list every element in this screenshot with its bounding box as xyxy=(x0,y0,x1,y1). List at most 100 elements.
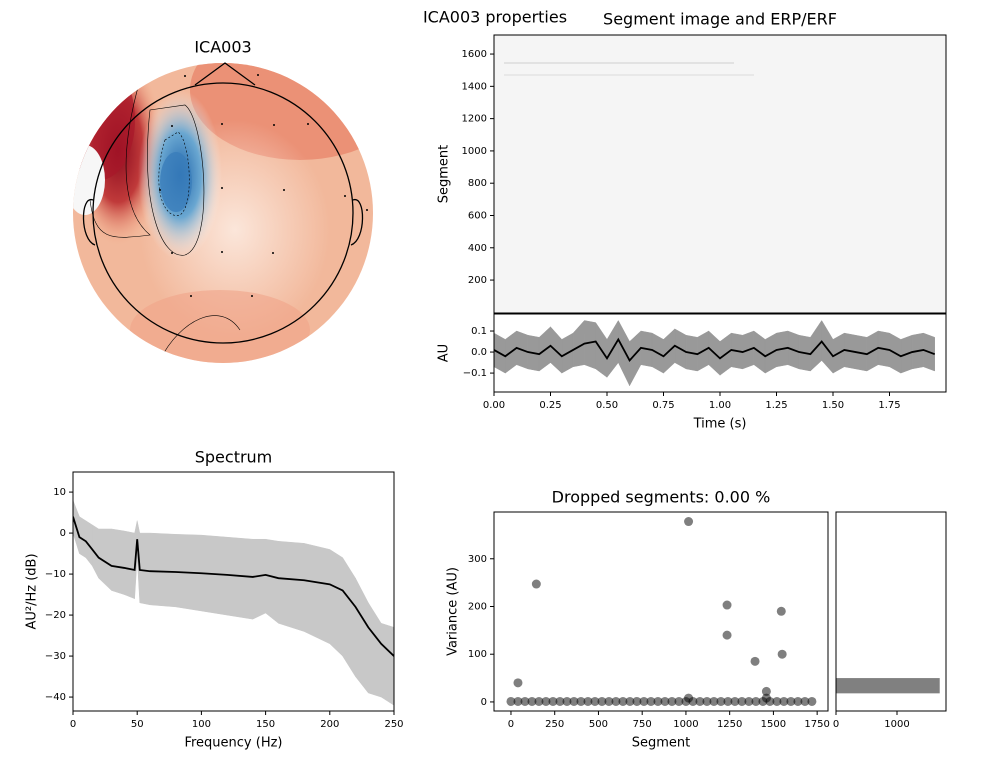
y-tick-label: −10 xyxy=(45,569,66,580)
x-tick-label: 100 xyxy=(192,719,211,730)
y-tick-label: 200 xyxy=(468,275,487,286)
y-tick-label: −0.1 xyxy=(463,368,487,379)
segment-point xyxy=(618,696,628,706)
y-tick-label: 100 xyxy=(468,649,487,660)
segment-point xyxy=(722,630,732,640)
segment-point xyxy=(646,696,656,706)
histogram-bar xyxy=(836,678,940,694)
x-axis-label: Frequency (Hz) xyxy=(184,736,282,751)
segment-point xyxy=(520,696,530,706)
band-segment xyxy=(810,319,822,372)
mean-line xyxy=(494,337,936,363)
segment-point xyxy=(527,696,537,706)
segment-point xyxy=(541,696,551,706)
x-tick-label: 50 xyxy=(131,719,144,730)
segment-point xyxy=(632,696,642,706)
y-tick-label: 0.1 xyxy=(471,326,487,337)
x-tick-label: 250 xyxy=(545,719,564,730)
segment-point xyxy=(761,693,771,703)
segment-point xyxy=(684,517,694,527)
y-tick-label: −40 xyxy=(45,692,66,703)
x-tick-label: 0 xyxy=(508,719,514,730)
axes-frame xyxy=(493,511,829,712)
segment-point xyxy=(576,696,586,706)
y-tick-label: 1000 xyxy=(462,146,487,157)
band-segment xyxy=(111,528,125,595)
x-tick-label: 0.00 xyxy=(483,400,505,411)
plot-area xyxy=(73,500,394,706)
x-axis-label: Time (s) xyxy=(693,417,747,432)
x-tick-label: 1.75 xyxy=(878,400,900,411)
segment-point xyxy=(531,579,541,589)
band-segment xyxy=(329,549,343,657)
segment-point xyxy=(569,696,579,706)
x-tick-label: 250 xyxy=(384,719,403,730)
segment-point xyxy=(667,696,677,706)
y-tick-label: 1600 xyxy=(462,49,487,60)
y-axis-label: Segment xyxy=(437,145,452,204)
y-tick-label: 300 xyxy=(468,554,487,565)
segment-point xyxy=(639,696,649,706)
axes-frame xyxy=(72,471,395,712)
y-tick-label: 400 xyxy=(468,243,487,254)
segment-point xyxy=(653,696,663,706)
x-tick-label: 0.75 xyxy=(652,400,674,411)
band-segment xyxy=(380,622,394,706)
segment-point xyxy=(604,696,614,706)
x-tick-label: 1.25 xyxy=(765,400,787,411)
segment-point xyxy=(723,696,733,706)
chart-title: ICA003 xyxy=(194,38,251,57)
plot-area xyxy=(506,517,817,706)
segment-point xyxy=(737,696,747,706)
segment-point xyxy=(684,693,694,703)
band-segment xyxy=(618,320,630,386)
band-segment xyxy=(303,543,331,645)
band-segment xyxy=(149,532,176,608)
segment-point xyxy=(555,696,565,706)
x-tick-label: 0 xyxy=(833,719,839,730)
band-segment xyxy=(355,578,369,694)
y-tick-label: 200 xyxy=(468,601,487,612)
y-tick-label: 0.0 xyxy=(471,347,487,358)
x-tick-label: 0.25 xyxy=(539,400,561,411)
x-tick-label: 0 xyxy=(70,719,76,730)
x-tick-label: 500 xyxy=(589,719,608,730)
segment-point xyxy=(761,686,771,696)
y-tick-label: 1400 xyxy=(462,81,487,92)
segment-point xyxy=(702,696,712,706)
band xyxy=(494,319,935,386)
band-segment xyxy=(265,538,279,624)
segment-point xyxy=(590,696,600,706)
y-tick-label: 1200 xyxy=(462,114,487,125)
segment-point xyxy=(548,696,558,706)
segment-point xyxy=(625,696,635,706)
segment-point xyxy=(793,696,803,706)
y-tick-label: 800 xyxy=(468,178,487,189)
segment-point xyxy=(722,600,732,610)
chart-title: Spectrum xyxy=(195,448,273,467)
segment-point xyxy=(744,696,754,706)
chart-title: Segment image and ERP/ERF xyxy=(603,10,837,29)
y-tick-label: 0 xyxy=(481,697,487,708)
segment-point xyxy=(730,696,740,706)
band xyxy=(73,500,394,706)
chart-title: Dropped segments: 0.00 % xyxy=(552,488,771,507)
plot-area xyxy=(494,319,936,386)
segment-point xyxy=(751,696,761,706)
y-axis-label: AU xyxy=(437,344,452,362)
band-segment xyxy=(139,532,151,606)
y-tick-label: −30 xyxy=(45,651,66,662)
segment-point xyxy=(777,649,787,659)
segment-point xyxy=(611,696,621,706)
plot-area xyxy=(836,678,940,694)
x-tick-label: 150 xyxy=(256,719,275,730)
segment-point xyxy=(800,696,810,706)
segment-point xyxy=(750,656,760,666)
segment-image xyxy=(494,35,946,313)
axes-frame xyxy=(835,511,947,712)
x-tick-label: 750 xyxy=(633,719,652,730)
x-tick-label: 1000 xyxy=(673,719,698,730)
band-segment xyxy=(252,538,266,620)
segment-point xyxy=(786,696,796,706)
topomap xyxy=(73,62,373,363)
